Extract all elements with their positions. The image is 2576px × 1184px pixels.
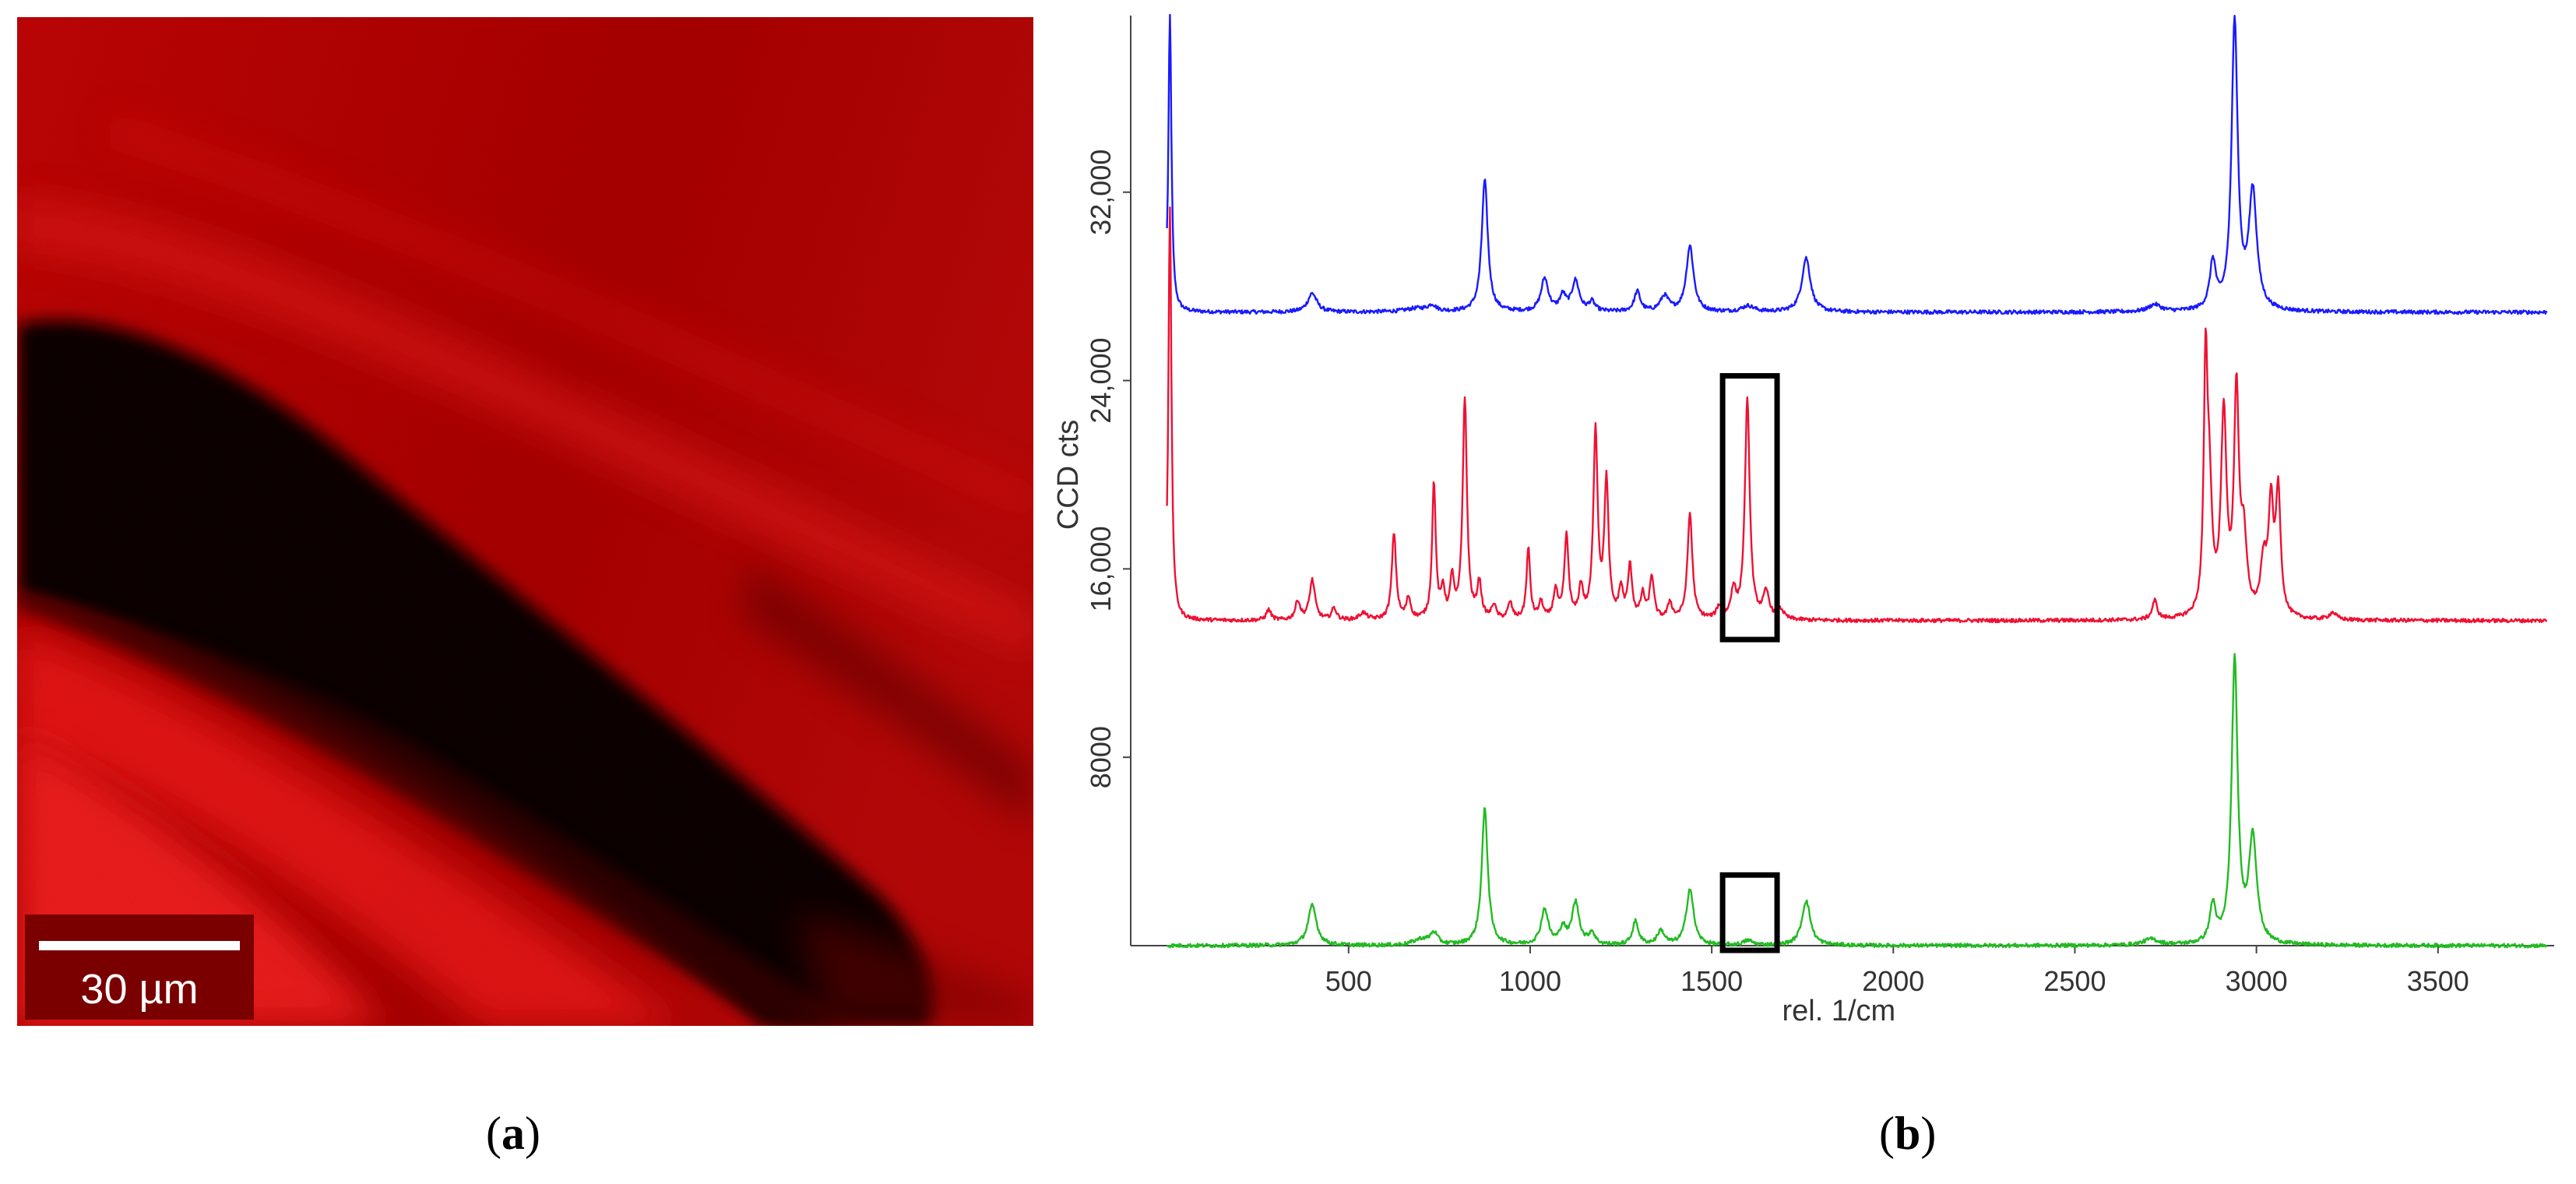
x-tick-label: 2500 bbox=[2043, 965, 2106, 997]
raman-spectra-chart: 500 1000 1500 2000 2500 3000 3500 8000 16,000 24,… bbox=[1052, 13, 2554, 1027]
y-tick-label: 24,000 bbox=[1085, 337, 1117, 423]
image-noise bbox=[17, 17, 1033, 1026]
tick-labels: 500 1000 1500 2000 2500 3000 3500 8000 16,000 24,… bbox=[1085, 150, 2469, 997]
highlight-boxes bbox=[1719, 372, 1780, 953]
caption-a: (a) bbox=[486, 1108, 540, 1159]
spectrum-line-3 bbox=[1166, 653, 2548, 949]
caption-b: (b) bbox=[1879, 1108, 1937, 1159]
x-tick-label: 500 bbox=[1325, 965, 1372, 997]
spectrum-line-1 bbox=[1166, 13, 2548, 315]
y-tick-label: 32,000 bbox=[1085, 150, 1117, 235]
highlight-box-1 bbox=[1719, 372, 1780, 643]
y-axis-label: CCD cts bbox=[1052, 420, 1085, 530]
series-group bbox=[1166, 13, 2548, 949]
scale-bar: 30 µm bbox=[25, 914, 254, 1020]
y-tick-label: 16,000 bbox=[1085, 526, 1117, 611]
caption-a-label: a bbox=[501, 1108, 525, 1159]
x-tick-label: 2000 bbox=[1862, 965, 1924, 997]
caption-b-label: b bbox=[1894, 1108, 1921, 1159]
highlight-box-2 bbox=[1719, 872, 1780, 953]
x-tick-label: 1500 bbox=[1680, 965, 1743, 997]
scale-bar-label: 30 µm bbox=[80, 966, 199, 1013]
x-tick-label: 3500 bbox=[2407, 965, 2469, 997]
scale-bar-line bbox=[39, 941, 240, 950]
x-tick-label: 1000 bbox=[1499, 965, 1561, 997]
x-tick-label: 3000 bbox=[2226, 965, 2288, 997]
raman-image: 30 µm bbox=[17, 17, 1033, 1026]
axes bbox=[1123, 16, 2554, 953]
y-tick-label: 8000 bbox=[1085, 726, 1117, 788]
x-axis-label: rel. 1/cm bbox=[1782, 995, 1895, 1027]
spectrum-line-2 bbox=[1166, 206, 2548, 624]
